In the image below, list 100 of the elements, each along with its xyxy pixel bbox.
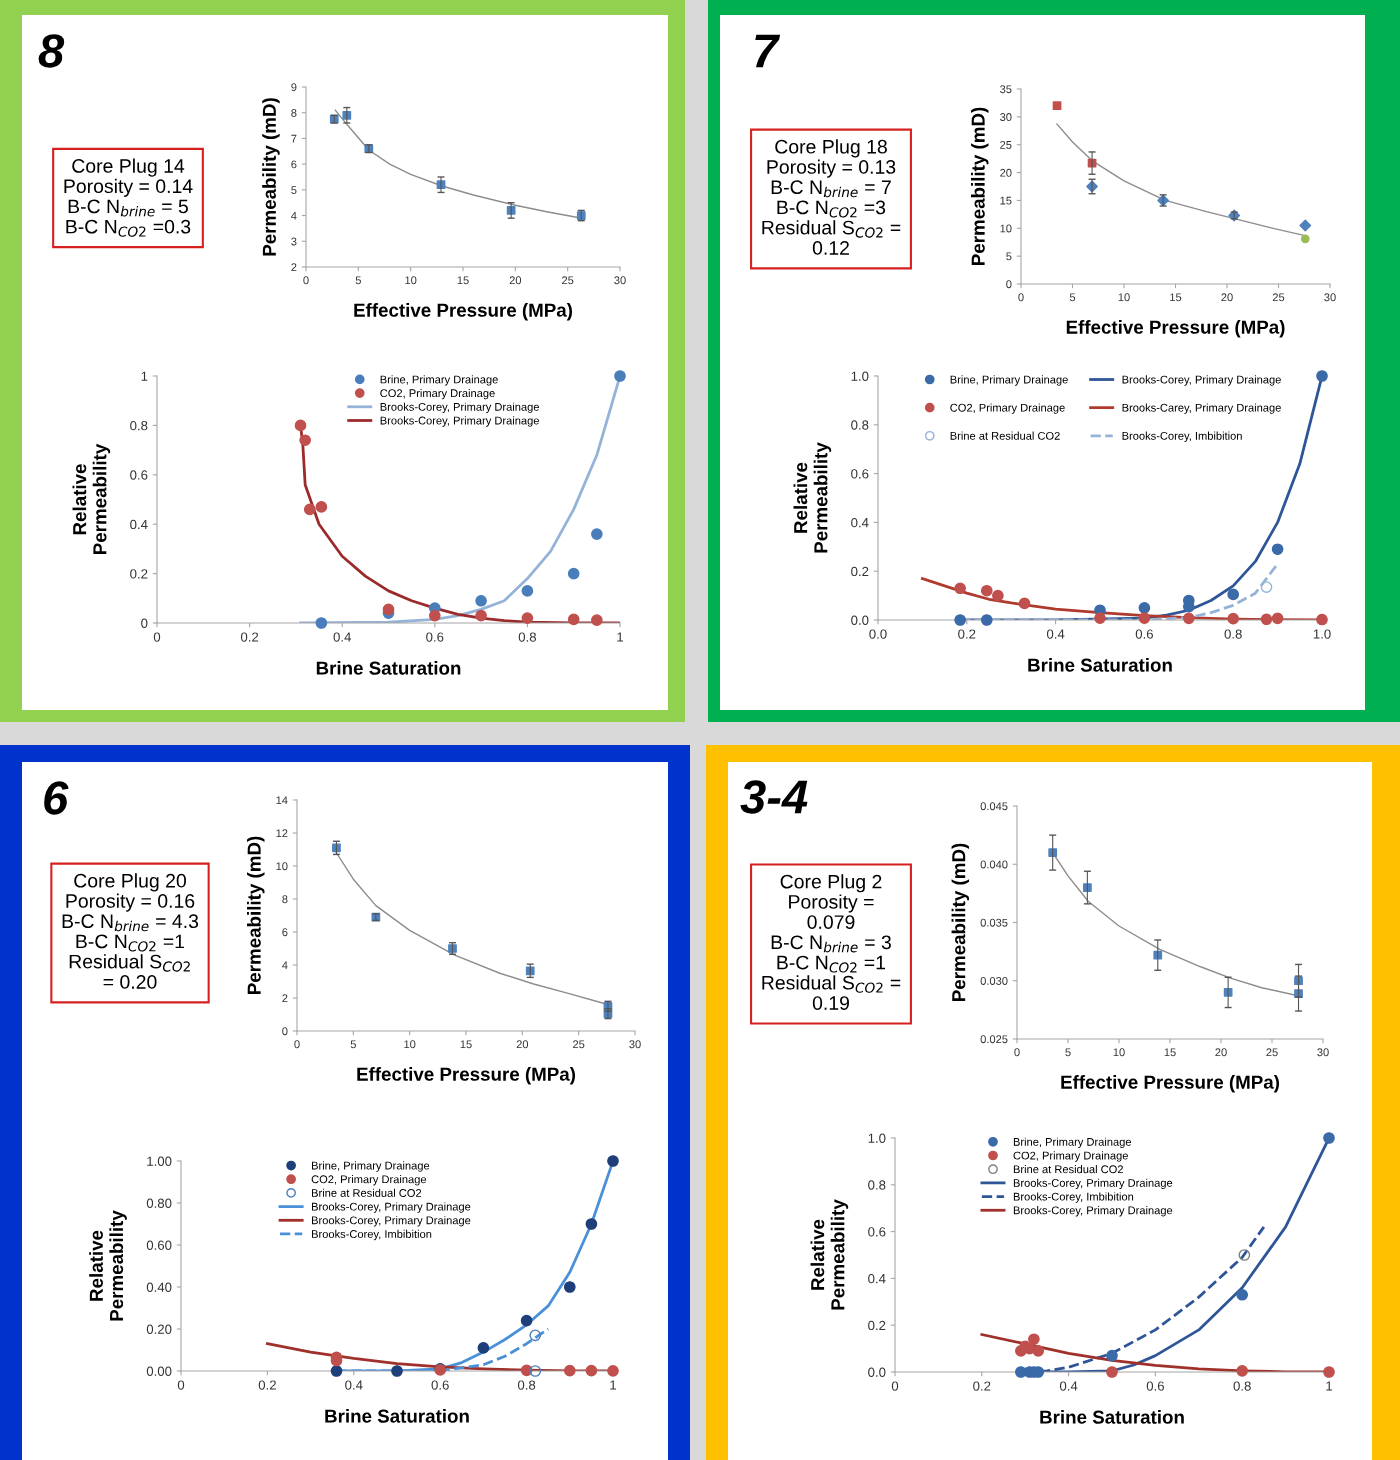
text: Core Plug 18 Porosity = 0.13 B-C N$_{brine}$ = 7 B-C N$_{CO2}$ =3 Residual S$_{CO2}$ = 0.12: [762, 139, 901, 255]
x-tick-label: 0.4: [1046, 629, 1065, 639]
legend-label: Brine, Primary Drainage: [312, 1161, 430, 1172]
y-tick-label: 0.2: [851, 566, 869, 577]
y-tick-label: 0.0: [868, 1367, 886, 1377]
legend-label: Brooks-Corey, Primary Drainage: [312, 1202, 471, 1213]
y-tick-label: 0.6: [868, 1227, 886, 1237]
y-axis-title: Relative Permeability: [810, 1199, 849, 1310]
y-tick-label: 0.8: [130, 420, 148, 431]
y-tick-label: 5: [291, 186, 297, 194]
x-tick-label: 0.8: [1233, 1381, 1251, 1391]
y-axis-title: Relative Permeability: [89, 1210, 127, 1321]
x-tick-label: 25: [1272, 293, 1285, 302]
text: Core Plug 2 Porosity = 0.079 B-C N$_{brine}$ = 3 B-C N$_{CO2}$ =1 Residual S$_{CO2}$ = 0.19: [762, 874, 901, 1010]
x-tick-label: 5: [355, 276, 361, 285]
y-tick-label: 0: [141, 618, 148, 628]
y-tick-label: 0.0: [851, 615, 869, 625]
y-tick-label: 4: [282, 961, 288, 970]
legend-label: Brine, Primary Drainage: [950, 375, 1068, 386]
legend-label: Brooks-Corey, Primary Drainage: [1013, 1206, 1173, 1217]
legend-label: Brine, Primary Drainage: [380, 375, 498, 386]
x-tick-label: 25: [573, 1040, 585, 1049]
legend-label: Brooks-Corey, Imbibition: [1013, 1192, 1134, 1203]
y-tick-label: 14: [276, 796, 288, 805]
text: 7: [755, 34, 781, 68]
x-tick-label: 30: [1324, 293, 1336, 302]
y-tick-label: 10: [276, 862, 288, 871]
legend-label: Brooks-Corey, Primary Drainage: [380, 402, 539, 413]
x-tick-label: 10: [1113, 1048, 1125, 1057]
y-tick-label: 5: [1006, 252, 1012, 261]
x-tick-label: 15: [457, 276, 469, 285]
y-tick-label: 6: [282, 928, 288, 937]
legend-label: Brooks-Corey, Imbibition: [1122, 431, 1242, 442]
y-axis-title: Permeability (mD): [971, 107, 989, 265]
y-tick-label: 2: [282, 994, 288, 1003]
x-tick-label: 0.2: [958, 629, 976, 639]
y-tick-label: 0.045: [980, 802, 1008, 811]
x-tick-label: 0.8: [517, 1380, 536, 1390]
x-tick-label: 0: [1014, 1048, 1020, 1057]
legend-label: CO2, Primary Drainage: [1013, 1151, 1128, 1162]
legend-label: Brooks-Carey, Primary Drainage: [1122, 403, 1281, 414]
legend-label: Brine at Residual CO2: [950, 431, 1060, 440]
x-tick-label: 0.4: [1059, 1381, 1078, 1391]
y-tick-label: 0.4: [130, 519, 148, 530]
x-tick-label: 0.8: [1224, 629, 1242, 639]
x-tick-label: 0.2: [973, 1381, 991, 1391]
y-tick-label: 0.030: [980, 977, 1008, 985]
y-tick-label: 4: [291, 211, 297, 220]
x-tick-label: 20: [509, 276, 522, 285]
y-tick-label: 0: [282, 1027, 288, 1036]
y-tick-label: 9: [291, 83, 297, 92]
y-axis-title: Relative Permeability: [72, 443, 111, 554]
x-tick-label: 10: [405, 276, 417, 285]
x-axis-title: Brine Saturation: [1040, 1409, 1184, 1424]
y-tick-label: 0.2: [868, 1320, 886, 1331]
y-tick-label: 12: [276, 829, 288, 838]
legend-label: Brooks-Corey, Primary Drainage: [380, 416, 539, 427]
x-tick-label: 25: [1266, 1048, 1278, 1057]
legend-label: CO2, Primary Drainage: [311, 1175, 427, 1186]
x-tick-label: 0.6: [426, 632, 444, 642]
y-tick-label: 0.6: [851, 469, 869, 479]
y-axis-title: Permeability (mD): [247, 836, 265, 994]
y-tick-label: 8: [291, 108, 297, 117]
x-tick-label: 0: [891, 1381, 899, 1391]
text: 6: [44, 781, 69, 815]
y-tick-label: 0.80: [146, 1198, 172, 1208]
y-tick-label: 0.20: [146, 1324, 172, 1334]
y-tick-label: 0.6: [130, 470, 148, 480]
x-tick-label: 0: [303, 276, 309, 285]
y-tick-label: 0.60: [146, 1240, 172, 1250]
x-tick-label: 20: [1221, 293, 1233, 302]
y-tick-label: 0.025: [980, 1035, 1008, 1044]
x-tick-label: 0.6: [431, 1380, 449, 1390]
y-tick-label: 0.035: [980, 918, 1008, 927]
x-tick-label: 20: [1215, 1048, 1227, 1057]
x-tick-label: 0.2: [240, 632, 259, 642]
y-tick-label: 0.40: [146, 1282, 172, 1292]
x-tick-label: 10: [404, 1040, 416, 1049]
text: Core Plug 20 Porosity = 0.16 B-C N$_{brine}$ = 4.3 B-C N$_{CO2}$ =1 Residual S$_{CO2}$ = 0.20: [62, 873, 199, 989]
text: 3-4: [740, 780, 808, 814]
legend-label: Brine at Residual CO2: [1013, 1165, 1123, 1174]
y-tick-label: 1.0: [851, 371, 869, 381]
legend-label: Brooks-Corey, Primary Drainage: [312, 1216, 471, 1227]
x-tick-label: 30: [614, 276, 626, 285]
y-tick-label: 1.00: [147, 1156, 172, 1166]
y-tick-label: 7: [291, 134, 297, 143]
x-axis-title: Brine Saturation: [316, 660, 461, 675]
x-tick-label: 0.6: [1135, 629, 1153, 639]
y-tick-label: 0.8: [868, 1180, 886, 1190]
legend-label: Brine, Primary Drainage: [1013, 1137, 1132, 1148]
y-tick-label: 3: [291, 237, 297, 246]
x-axis-title: Effective Pressure (MPa): [1066, 320, 1285, 338]
legend-label: Brine at Residual CO2: [312, 1188, 422, 1197]
y-tick-label: 2: [291, 263, 297, 272]
x-tick-label: 25: [562, 276, 574, 285]
legend-label: Brooks-Corey, Primary Drainage: [1013, 1178, 1173, 1190]
y-tick-label: 8: [282, 895, 288, 904]
x-tick-label: 15: [460, 1040, 472, 1049]
y-tick-label: 6: [291, 160, 297, 169]
y-axis-title: Permeability (mD): [951, 843, 970, 1001]
